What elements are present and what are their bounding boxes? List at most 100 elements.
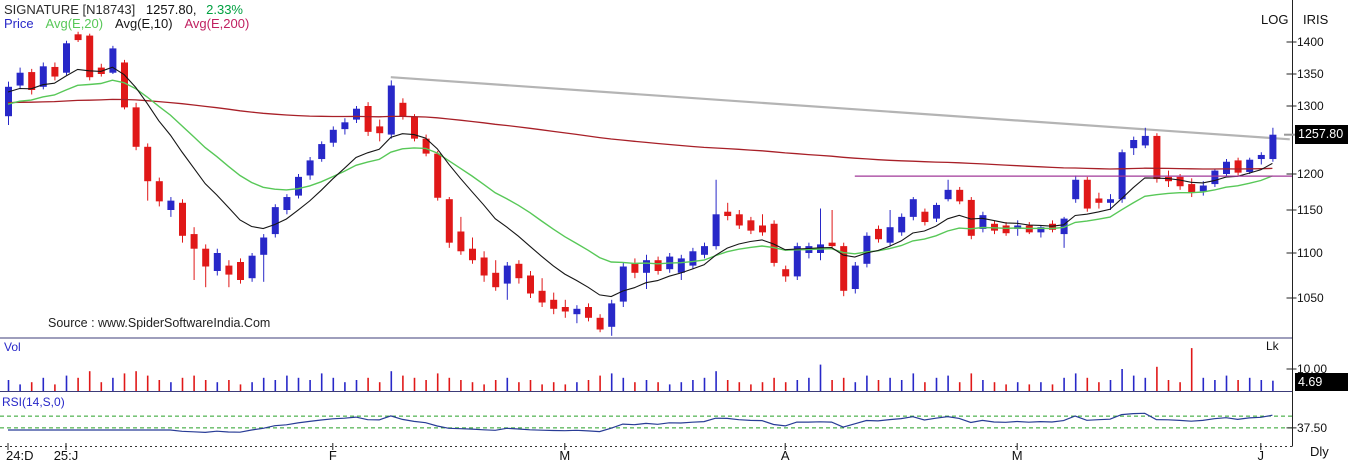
candle-body — [643, 260, 650, 273]
price-tick-label: 1200 — [1297, 167, 1324, 181]
candle-body — [1049, 223, 1056, 230]
rsi-tick-label: 37.50 — [1297, 420, 1328, 435]
candle-body — [851, 265, 859, 289]
candle-body — [759, 225, 766, 233]
symbol-title: SIGNATURE [N18743] — [4, 2, 136, 17]
candle-body — [585, 307, 592, 318]
candle-body — [492, 272, 500, 288]
trendline — [390, 76, 1290, 141]
candle-body — [770, 223, 778, 263]
candle-body — [596, 317, 604, 330]
candle-body — [109, 48, 117, 73]
candle-body — [1037, 227, 1045, 233]
legend-ema20: Avg(E,20) — [45, 16, 104, 31]
periodicity-label[interactable]: Dly — [1310, 444, 1329, 459]
volume-unit-label: Lk — [1266, 339, 1279, 353]
candle-body — [875, 228, 882, 240]
candle-body — [1141, 135, 1149, 146]
candle-body — [956, 189, 964, 202]
candle-body — [1246, 159, 1254, 172]
legend-ema200: Avg(E,200) — [184, 16, 250, 31]
last-price-text: 1257.80, — [145, 2, 197, 17]
candle-body — [63, 43, 70, 73]
last-volume-box: 4.69 — [1295, 373, 1348, 391]
candle-body — [167, 200, 175, 210]
candle-body — [1060, 218, 1068, 235]
candle-body — [16, 72, 24, 86]
candle-body — [677, 258, 685, 273]
candle-body — [921, 211, 929, 223]
candle-body — [260, 237, 268, 255]
candle-body — [422, 138, 430, 154]
volume-tick-label: 10.00 — [1297, 362, 1328, 376]
log-scale-label[interactable]: LOG — [1261, 12, 1289, 27]
candle-body — [213, 253, 221, 271]
candle-body — [735, 214, 743, 226]
candle-body — [527, 275, 534, 294]
candle-body — [828, 242, 836, 247]
candle-body — [561, 307, 569, 312]
price-tick-label: 1100 — [1297, 246, 1323, 260]
candle-body — [399, 102, 407, 117]
candle-body — [619, 266, 627, 302]
candle-body — [51, 66, 59, 77]
candle-body — [469, 248, 476, 261]
ema200-line — [7, 98, 1273, 170]
month-label: 25:J — [53, 448, 79, 462]
candle-body — [1072, 179, 1080, 200]
candle-body — [1002, 225, 1010, 234]
candle-body — [909, 199, 917, 217]
candle-body — [480, 257, 488, 276]
legend-ema10: Avg(E,10) — [115, 16, 173, 31]
candle-body — [550, 299, 558, 309]
candle-body — [318, 144, 326, 160]
candle-body — [1199, 185, 1207, 192]
candle-body — [898, 216, 906, 233]
candle-body — [1176, 176, 1184, 187]
candle-body — [573, 308, 581, 315]
month-label: M — [1011, 448, 1023, 462]
candle-body — [933, 204, 940, 219]
candle-body — [654, 260, 662, 271]
candle-body — [793, 246, 801, 277]
candle-body — [411, 116, 418, 139]
candle-body — [631, 263, 639, 273]
candle-body — [747, 220, 755, 231]
ema20-line — [7, 79, 1273, 265]
month-label: F — [328, 448, 337, 462]
price-tick-label: 1350 — [1297, 67, 1324, 81]
ema10-line — [7, 66, 1273, 298]
legend: Price Avg(E,20) Avg(E,10) Avg(E,200) — [4, 16, 258, 31]
candle-body — [689, 251, 697, 266]
candle-body — [1014, 225, 1022, 229]
candle-body — [364, 106, 372, 132]
candle-body — [944, 189, 952, 200]
legend-price: Price — [4, 16, 34, 31]
candle-body — [782, 269, 790, 277]
candle-body — [1188, 184, 1196, 193]
candle-body — [28, 72, 36, 90]
iris-watermark: IRIS — [1303, 12, 1329, 27]
price-tick-label: 1150 — [1297, 203, 1323, 217]
candle-body — [1257, 154, 1265, 160]
candle-body — [271, 207, 279, 235]
price-tick-label: 1300 — [1297, 99, 1324, 113]
candle-body — [329, 129, 337, 143]
header-line: SIGNATURE [N18743] 1257.80, 2.33% — [4, 2, 243, 17]
source-text: Source : www.SpiderSoftwareIndia.Com — [48, 316, 271, 330]
candle-body — [886, 227, 894, 243]
candle-body — [1130, 140, 1138, 149]
candle-body — [538, 290, 546, 303]
candle-body — [1107, 199, 1114, 203]
month-label: J — [1257, 448, 1265, 462]
candle-body — [863, 235, 871, 264]
candle-body — [840, 246, 848, 291]
candle-body — [445, 199, 453, 243]
month-label: 24:D — [6, 448, 34, 462]
candle-body — [202, 248, 210, 267]
candle-body — [225, 265, 233, 275]
candle-body — [434, 153, 442, 198]
candle-body — [248, 255, 256, 279]
candle-body — [86, 35, 94, 78]
